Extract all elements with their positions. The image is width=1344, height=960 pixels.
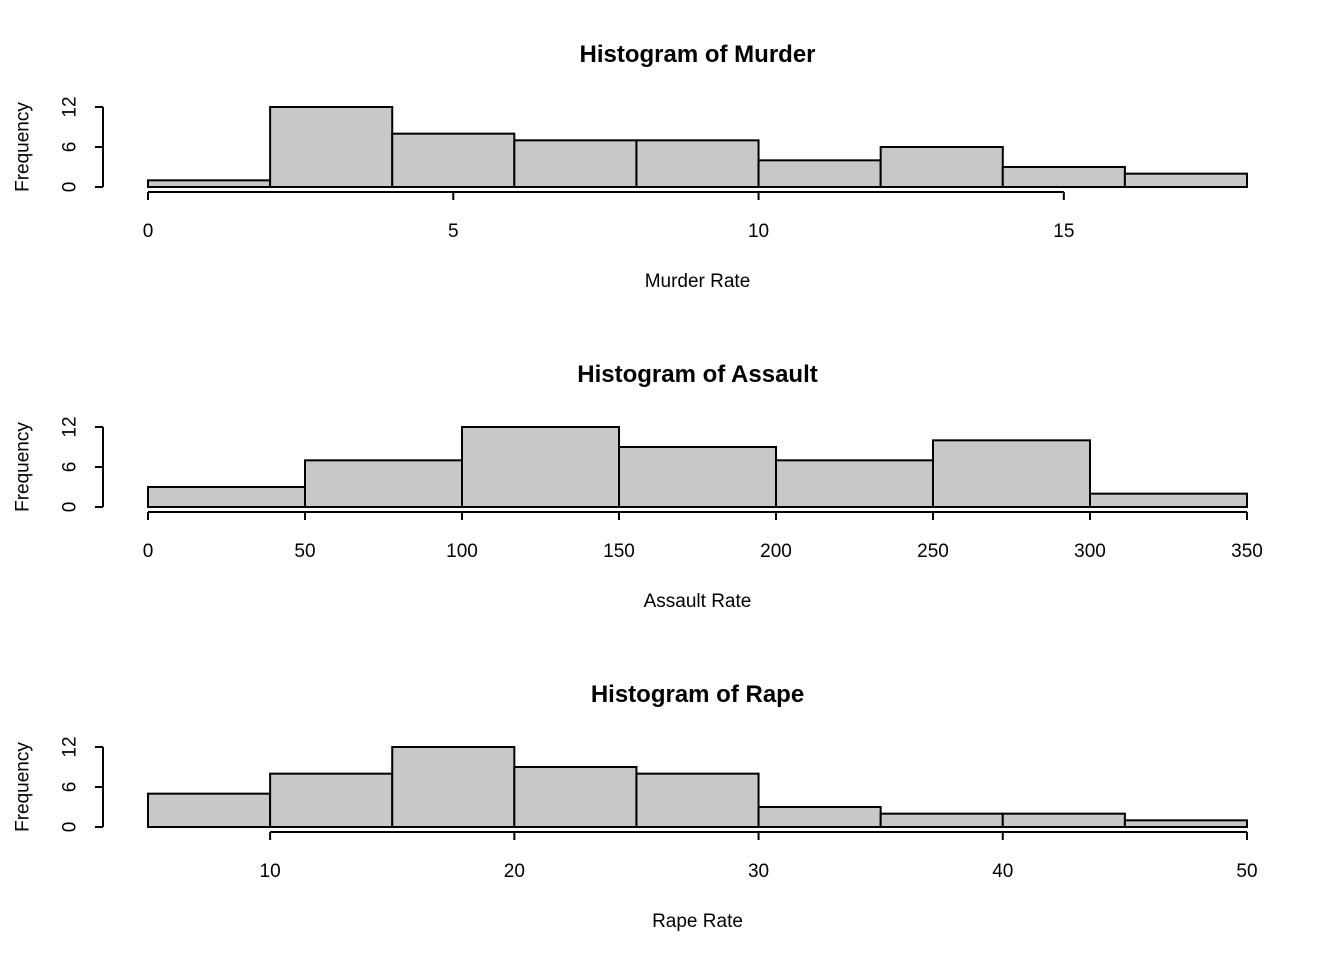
- x-tick-label: 50: [294, 541, 315, 562]
- histogram-bar: [147, 486, 306, 508]
- histogram-bar: [1001, 812, 1126, 829]
- x-axis-label: Rape Rate: [652, 911, 743, 932]
- histogram-panel-3: Histogram of Rape 10 20 30 40 50 0 6 12 Rape Rate…: [13, 681, 1258, 932]
- x-tick-label: 10: [748, 221, 769, 242]
- y-tick-label: 0: [60, 502, 81, 513]
- histogram-panel-1: Histogram of Murder 0 5 10 15 0 6 12 Murder Rate…: [13, 41, 1249, 292]
- x-axis-label: Assault Rate: [644, 591, 752, 612]
- x-tick-label: 15: [1053, 221, 1074, 242]
- chart-title: Histogram of Rape: [591, 681, 804, 708]
- x-tick-label: 0: [143, 221, 154, 242]
- histogram-bar: [932, 439, 1091, 509]
- y-tick-label: 12: [60, 416, 81, 437]
- y-tick-label: 6: [60, 142, 81, 153]
- x-tick-label: 100: [446, 541, 478, 562]
- histogram-bar: [879, 812, 1004, 829]
- x-tick-label: 20: [504, 861, 525, 882]
- x-tick-label: 350: [1231, 541, 1263, 562]
- x-tick-label: 40: [992, 861, 1013, 882]
- histogram-bar: [147, 792, 272, 829]
- histogram-bar: [147, 179, 272, 188]
- histogram-bar: [635, 139, 760, 188]
- histogram-bar: [1001, 166, 1126, 188]
- histogram-bar: [461, 426, 620, 508]
- histogram-bar: [391, 132, 516, 189]
- histogram-bar: [757, 159, 882, 188]
- x-tick-label: 250: [917, 541, 949, 562]
- y-tick-label: 12: [60, 96, 81, 117]
- histogram-bar: [391, 746, 516, 828]
- x-tick-label: 300: [1074, 541, 1106, 562]
- histogram-bar: [513, 139, 638, 188]
- x-tick-label: 50: [1236, 861, 1257, 882]
- x-tick-label: 5: [448, 221, 459, 242]
- histogram-bar: [618, 446, 777, 508]
- y-tick-label: 6: [60, 782, 81, 793]
- histogram-bar: [1123, 819, 1249, 828]
- y-axis-label: Frequency: [13, 742, 34, 832]
- histogram-bar: [269, 106, 394, 188]
- y-tick-label: 12: [60, 736, 81, 757]
- x-tick-label: 10: [260, 861, 281, 882]
- x-tick-label: 150: [603, 541, 635, 562]
- histogram-bar: [1123, 172, 1249, 189]
- histogram-bar: [1089, 492, 1248, 508]
- histogram-bar: [635, 772, 760, 829]
- histogram-panel-2: Histogram of Assault 0 50 100 150 200 250 300 35…: [13, 361, 1263, 612]
- x-tick-label: 0: [143, 541, 154, 562]
- x-tick-label: 30: [748, 861, 769, 882]
- chart-title: Histogram of Assault: [577, 361, 817, 388]
- chart-title: Histogram of Murder: [579, 41, 815, 68]
- histogram-bar: [269, 772, 394, 829]
- y-tick-label: 0: [60, 182, 81, 193]
- histogram-bar: [775, 459, 934, 509]
- y-axis-label: Frequency: [13, 422, 34, 512]
- x-tick-label: 200: [760, 541, 792, 562]
- histogram-bar: [757, 806, 882, 828]
- histogram-bar: [304, 459, 463, 509]
- histogram-bar: [513, 766, 638, 828]
- x-axis-label: Murder Rate: [645, 271, 751, 292]
- y-tick-label: 6: [60, 462, 81, 473]
- y-tick-label: 0: [60, 822, 81, 833]
- y-axis-label: Frequency: [13, 102, 34, 192]
- histogram-bar: [879, 146, 1004, 188]
